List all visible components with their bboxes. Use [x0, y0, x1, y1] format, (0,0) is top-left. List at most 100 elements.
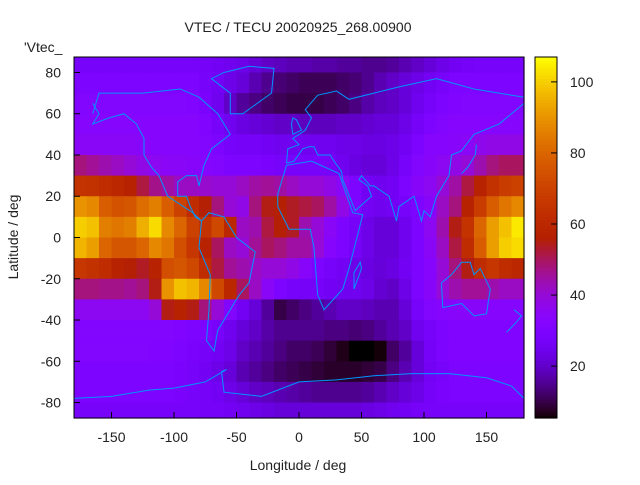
- heatmap-cell: [111, 258, 125, 280]
- heatmap-cell: [249, 402, 263, 419]
- heatmap-cell: [399, 93, 413, 115]
- heatmap-cell: [374, 258, 388, 280]
- heatmap-cell: [499, 216, 513, 239]
- heatmap-cell: [436, 258, 450, 280]
- heatmap-cell: [199, 57, 213, 74]
- heatmap-cell: [436, 237, 450, 259]
- heatmap-cell: [274, 320, 288, 342]
- colorbar-step: [535, 342, 557, 347]
- heatmap-cell: [499, 196, 513, 218]
- x-axis-ticks: -150 -100 -50 0 50 100 150: [97, 412, 498, 445]
- heatmap-cell: [411, 216, 425, 239]
- heatmap-cell: [136, 361, 150, 383]
- heatmap-cell: [349, 299, 363, 321]
- heatmap-cell: [374, 237, 388, 259]
- colorbar-step: [535, 195, 557, 199]
- heatmap-cell: [174, 237, 188, 259]
- colorbar-step: [535, 135, 557, 139]
- heatmap-cell: [211, 154, 225, 177]
- heatmap-cell: [461, 258, 475, 280]
- heatmap-cell: [236, 72, 250, 94]
- heatmap-cell: [136, 237, 150, 259]
- colorbar-step: [535, 198, 557, 202]
- colorbar-step: [535, 252, 557, 257]
- colorbar-frame: [534, 56, 558, 419]
- colorbar-step: [535, 387, 557, 392]
- heatmap-cell: [399, 402, 413, 419]
- heatmap-cell: [199, 402, 213, 419]
- heatmap-cell: [349, 381, 363, 404]
- heatmap-cell: [124, 72, 138, 94]
- heatmap-cell: [461, 361, 475, 383]
- heatmap-cell: [436, 320, 450, 342]
- heatmap-cell: [449, 72, 463, 94]
- colorbar-step: [535, 264, 557, 269]
- heatmap-cell: [124, 196, 138, 218]
- heatmap-cell: [299, 361, 313, 383]
- heatmap-cell: [311, 381, 325, 404]
- heatmap-cell: [374, 402, 388, 419]
- heatmap-cell: [274, 237, 288, 259]
- coastline: [506, 309, 523, 333]
- heatmap-cell: [249, 258, 263, 280]
- heatmap-cell: [499, 320, 513, 342]
- heatmap-cell: [174, 402, 188, 419]
- heatmap-cell: [211, 134, 225, 156]
- heatmap-cell: [211, 402, 225, 419]
- heatmap-cell: [449, 237, 463, 259]
- colorbar-step: [535, 231, 557, 236]
- heatmap-cell: [74, 381, 88, 404]
- heatmap-cell: [511, 216, 525, 239]
- heatmap-cell: [161, 278, 175, 300]
- heatmap-cell: [461, 216, 475, 239]
- heatmap-cell: [236, 216, 250, 239]
- heatmap-cell: [261, 299, 275, 321]
- heatmap-cell: [74, 57, 88, 74]
- heatmap-cell: [374, 299, 388, 321]
- heatmap-cell: [474, 196, 488, 218]
- heatmap-cell: [274, 196, 288, 218]
- heatmap-cell: [324, 134, 338, 156]
- heatmap-cell: [99, 57, 113, 74]
- heatmap-cell: [124, 154, 138, 177]
- heatmap-cell: [486, 113, 500, 135]
- colorbar-step: [535, 213, 557, 218]
- heatmap-cell: [399, 361, 413, 383]
- heatmap-cell: [99, 216, 113, 239]
- heatmap-cells: [74, 57, 525, 419]
- heatmap-cell: [111, 299, 125, 321]
- heatmap-cell: [174, 299, 188, 321]
- heatmap-cell: [411, 113, 425, 135]
- heatmap-cell: [461, 57, 475, 74]
- colorbar-step: [535, 276, 557, 281]
- heatmap-cell: [374, 72, 388, 94]
- heatmap-cell: [86, 361, 100, 383]
- heatmap-cell: [411, 154, 425, 177]
- key-label: 'Vtec_: [24, 39, 63, 55]
- heatmap-cell: [461, 72, 475, 94]
- heatmap-cell: [474, 113, 488, 135]
- heatmap-cell: [286, 154, 300, 177]
- heatmap-cell: [386, 134, 400, 156]
- heatmap-cell: [74, 320, 88, 342]
- heatmap-cell: [374, 381, 388, 404]
- heatmap-cell: [211, 299, 225, 321]
- heatmap-cell: [99, 402, 113, 419]
- heatmap-cell: [286, 196, 300, 218]
- heatmap-cell: [311, 175, 325, 197]
- heatmap-cell: [324, 175, 338, 197]
- y-tick-label: 60: [45, 106, 61, 122]
- heatmap-cell: [449, 381, 463, 404]
- heatmap-cell: [299, 113, 313, 135]
- heatmap-cell: [361, 134, 375, 156]
- heatmap-cell: [311, 154, 325, 177]
- x-tick-label: -100: [160, 429, 188, 445]
- heatmap-cell: [174, 216, 188, 239]
- heatmap-cell: [474, 216, 488, 239]
- heatmap-cell: [161, 175, 175, 197]
- heatmap-cell: [149, 237, 163, 259]
- heatmap-cell: [436, 381, 450, 404]
- heatmap-cell: [149, 340, 163, 362]
- heatmap-cell: [336, 216, 350, 239]
